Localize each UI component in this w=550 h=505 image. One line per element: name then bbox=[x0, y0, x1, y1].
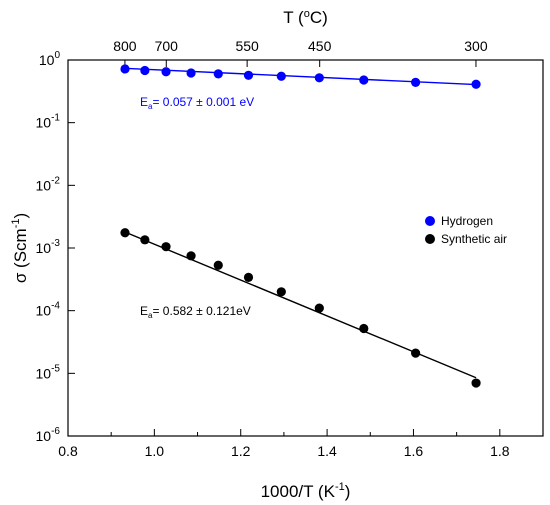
data-points bbox=[120, 64, 481, 388]
legend-marker-hydrogen bbox=[425, 216, 435, 226]
data-point-hydrogen bbox=[120, 64, 130, 74]
y-tick-label: 10-5 bbox=[36, 363, 61, 381]
x-axis-title: 1000/T (K-1) bbox=[261, 481, 351, 501]
data-point-synthetic-air bbox=[213, 260, 223, 270]
data-point-hydrogen bbox=[471, 79, 481, 89]
data-point-synthetic-air bbox=[276, 287, 286, 297]
top-tick-label: 700 bbox=[155, 38, 179, 54]
data-point-hydrogen bbox=[411, 77, 421, 87]
data-point-synthetic-air bbox=[161, 242, 171, 252]
x-tick-label: 0.8 bbox=[58, 443, 78, 459]
y-axis-title: σ (Scm-1) bbox=[10, 213, 30, 283]
data-point-synthetic-air bbox=[120, 228, 130, 238]
data-point-hydrogen bbox=[161, 67, 171, 77]
y-tick-label: 10-1 bbox=[36, 113, 61, 131]
x-tick-label: 1.2 bbox=[231, 443, 251, 459]
top-tick-label: 450 bbox=[308, 38, 332, 54]
data-point-hydrogen bbox=[186, 68, 196, 78]
data-point-synthetic-air bbox=[411, 348, 421, 358]
data-point-hydrogen bbox=[140, 65, 150, 76]
y-tick-label: 10-3 bbox=[36, 238, 61, 256]
data-point-hydrogen bbox=[359, 75, 369, 85]
top-tick-label: 800 bbox=[113, 38, 137, 54]
x-tick-label: 1.0 bbox=[145, 443, 165, 459]
x-tick-label: 1.6 bbox=[404, 443, 424, 459]
y-tick-label: 10-4 bbox=[36, 301, 61, 319]
activation-energy-hydrogen: Ea= 0.057 ± 0.001 eV bbox=[140, 95, 254, 111]
plot-frame bbox=[67, 59, 544, 437]
legend-label-hydrogen: Hydrogen bbox=[441, 214, 493, 228]
data-point-hydrogen bbox=[243, 70, 254, 80]
data-point-synthetic-air bbox=[359, 323, 369, 334]
fit-line-hydrogen bbox=[124, 67, 477, 86]
data-point-synthetic-air bbox=[186, 251, 196, 261]
x-tick-label: 1.8 bbox=[490, 443, 510, 459]
x-tick-label: 1.4 bbox=[317, 443, 337, 459]
legend-label-synthetic-air: Synthetic air bbox=[441, 232, 507, 246]
data-point-synthetic-air bbox=[243, 272, 254, 282]
data-point-synthetic-air bbox=[140, 235, 150, 245]
y-tick-label: 10-2 bbox=[36, 175, 61, 193]
data-point-synthetic-air bbox=[471, 378, 481, 388]
ticks-layer bbox=[67, 59, 501, 437]
y-tick-label: 100 bbox=[39, 50, 61, 68]
fit-lines bbox=[124, 67, 477, 379]
tick-labels: 0.8 1.0 1.2 1.4 1.6 1.8 100 10-1 10-2 10-3 10-4 10-… bbox=[36, 38, 510, 459]
activation-energy-synthetic-air: Ea= 0.582 ± 0.121eV bbox=[140, 304, 251, 320]
data-point-hydrogen bbox=[314, 73, 324, 83]
top-tick-label: 300 bbox=[464, 38, 488, 54]
y-tick-label: 10-6 bbox=[36, 426, 61, 444]
legend: Hydrogen Synthetic air bbox=[425, 214, 507, 246]
top-axis-title: T (oC) bbox=[283, 8, 328, 27]
data-point-hydrogen bbox=[276, 71, 286, 81]
top-tick-label: 550 bbox=[235, 38, 259, 54]
data-point-synthetic-air bbox=[314, 303, 324, 313]
data-point-hydrogen bbox=[213, 69, 223, 79]
legend-marker-synthetic-air bbox=[425, 234, 435, 244]
